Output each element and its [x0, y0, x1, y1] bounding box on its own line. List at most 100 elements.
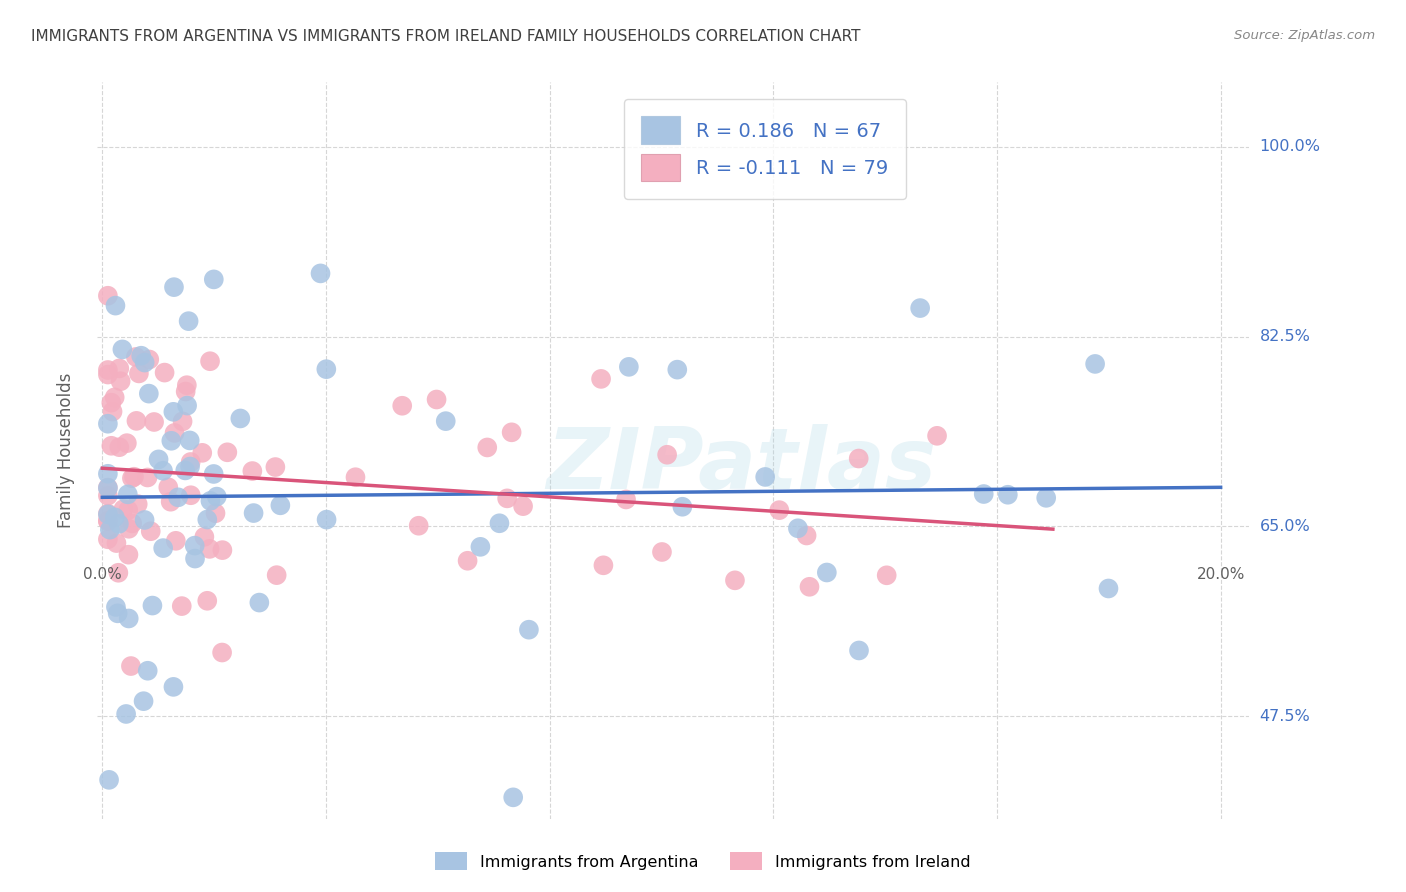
Point: [132, 694, 155, 708]
Point: [167, 491, 190, 505]
Point: [242, 506, 264, 520]
Point: [165, 533, 187, 548]
Legend: R = 0.186   N = 67, R = -0.111   N = 79: R = 0.186 N = 67, R = -0.111 N = 79: [624, 99, 905, 199]
Point: [117, 548, 139, 562]
Point: [177, 314, 200, 328]
Point: [136, 664, 159, 678]
Point: [1097, 582, 1119, 596]
Point: [97, 363, 120, 377]
Point: [101, 404, 124, 418]
Text: 20.0%: 20.0%: [1197, 567, 1244, 582]
Point: [115, 436, 138, 450]
Point: [815, 566, 838, 580]
Point: [211, 543, 233, 558]
Point: [266, 568, 288, 582]
Point: [98, 772, 121, 787]
Point: [112, 502, 135, 516]
Point: [799, 580, 821, 594]
Point: [517, 623, 540, 637]
Point: [174, 384, 197, 399]
Point: [122, 469, 145, 483]
Point: [488, 516, 510, 531]
Point: [204, 506, 226, 520]
Point: [117, 487, 139, 501]
Point: [162, 405, 184, 419]
Point: [217, 445, 239, 459]
Point: [98, 523, 121, 537]
Point: [104, 299, 127, 313]
Point: [97, 481, 120, 495]
Text: Source: ZipAtlas.com: Source: ZipAtlas.com: [1234, 29, 1375, 42]
Point: [121, 471, 143, 485]
Point: [176, 378, 198, 392]
Point: [121, 516, 143, 531]
Point: [651, 545, 673, 559]
Point: [97, 289, 120, 303]
Point: [198, 354, 221, 368]
Point: [108, 440, 131, 454]
Point: [391, 399, 413, 413]
Point: [143, 415, 166, 429]
Point: [97, 467, 120, 481]
Point: [139, 524, 162, 539]
Point: [425, 392, 447, 407]
Point: [502, 790, 524, 805]
Point: [153, 366, 176, 380]
Point: [152, 464, 174, 478]
Point: [120, 659, 142, 673]
Point: [202, 272, 225, 286]
Point: [104, 510, 127, 524]
Point: [152, 541, 174, 555]
Point: [111, 343, 134, 357]
Point: [118, 522, 141, 536]
Point: [107, 607, 129, 621]
Point: [97, 508, 120, 522]
Point: [163, 280, 186, 294]
Point: [191, 446, 214, 460]
Point: [315, 513, 337, 527]
Point: [591, 372, 613, 386]
Point: [108, 516, 131, 531]
Point: [408, 518, 430, 533]
Point: [97, 368, 120, 382]
Point: [470, 540, 492, 554]
Point: [592, 558, 614, 573]
Point: [908, 301, 931, 315]
Point: [1035, 491, 1057, 505]
Point: [344, 470, 367, 484]
Point: [97, 514, 120, 528]
Point: [211, 646, 233, 660]
Point: [129, 349, 152, 363]
Point: [174, 463, 197, 477]
Text: 65.0%: 65.0%: [1260, 519, 1310, 533]
Point: [787, 521, 810, 535]
Point: [160, 434, 183, 448]
Point: [973, 487, 995, 501]
Point: [195, 512, 218, 526]
Text: 47.5%: 47.5%: [1260, 708, 1310, 723]
Legend: Immigrants from Argentina, Immigrants from Ireland: Immigrants from Argentina, Immigrants fr…: [429, 846, 977, 877]
Point: [115, 706, 138, 721]
Point: [655, 448, 678, 462]
Point: [104, 390, 127, 404]
Point: [97, 533, 120, 547]
Point: [157, 480, 180, 494]
Point: [127, 497, 149, 511]
Point: [184, 551, 207, 566]
Point: [117, 503, 139, 517]
Point: [110, 374, 132, 388]
Point: [724, 574, 747, 588]
Point: [148, 452, 170, 467]
Point: [848, 643, 870, 657]
Point: [128, 367, 150, 381]
Point: [134, 355, 156, 369]
Point: [269, 498, 291, 512]
Point: [180, 488, 202, 502]
Point: [183, 539, 205, 553]
Point: [925, 429, 948, 443]
Point: [309, 266, 332, 280]
Point: [434, 414, 457, 428]
Point: [848, 451, 870, 466]
Point: [195, 594, 218, 608]
Point: [496, 491, 519, 506]
